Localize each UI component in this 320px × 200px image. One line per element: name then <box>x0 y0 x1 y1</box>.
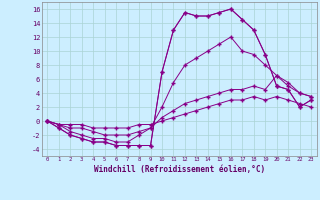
X-axis label: Windchill (Refroidissement éolien,°C): Windchill (Refroidissement éolien,°C) <box>94 165 265 174</box>
